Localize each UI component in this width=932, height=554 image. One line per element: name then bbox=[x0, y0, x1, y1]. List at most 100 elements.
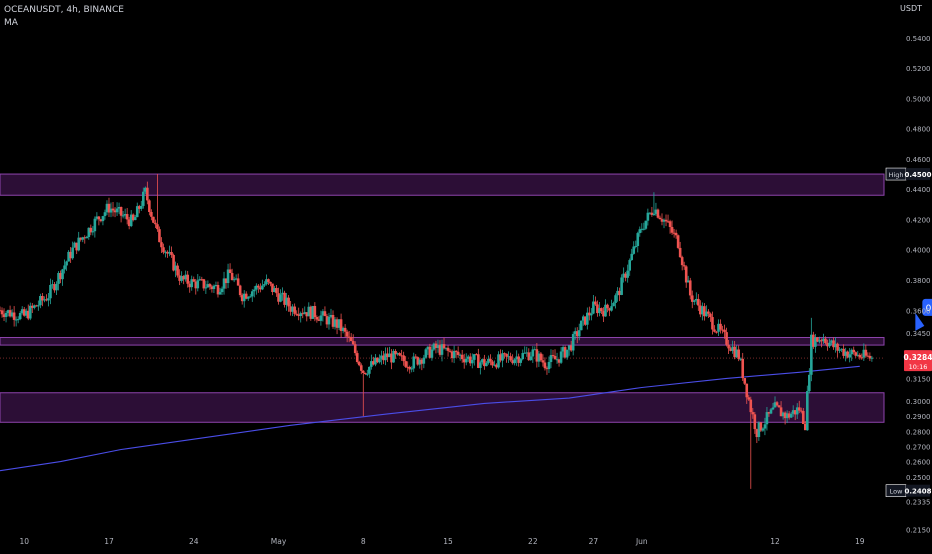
candle-body bbox=[117, 206, 121, 209]
candle-body bbox=[468, 356, 472, 364]
candle-body bbox=[529, 356, 533, 361]
candle-body bbox=[206, 284, 210, 288]
candle-body bbox=[188, 283, 192, 288]
candle-body bbox=[311, 306, 315, 319]
candle-body bbox=[35, 305, 38, 307]
candle-body bbox=[366, 373, 369, 375]
candle-body bbox=[618, 290, 621, 295]
candle-body bbox=[844, 351, 847, 356]
candle-body bbox=[810, 334, 813, 375]
candle-body bbox=[553, 356, 557, 360]
x-tick-label: 22 bbox=[528, 537, 538, 546]
candle-body bbox=[795, 407, 799, 415]
candle-body bbox=[307, 306, 311, 317]
candle-body bbox=[63, 265, 66, 270]
candle-body bbox=[404, 361, 407, 367]
x-tick-label: 17 bbox=[104, 537, 114, 546]
candle-body bbox=[446, 347, 450, 351]
indicator-label[interactable]: MA bbox=[4, 18, 18, 28]
candle-body bbox=[339, 319, 343, 331]
candle-body bbox=[523, 352, 527, 354]
candle-body bbox=[115, 208, 119, 213]
candle-body bbox=[793, 410, 797, 415]
candle-body bbox=[660, 219, 664, 222]
candle-body bbox=[525, 352, 529, 354]
candle-body bbox=[505, 353, 508, 357]
candle-body bbox=[164, 251, 167, 253]
current-price-label: 0.3284 bbox=[904, 353, 932, 362]
candle-body bbox=[686, 280, 690, 283]
candle-body bbox=[152, 216, 155, 223]
candle-body bbox=[0, 310, 2, 312]
candle-body bbox=[834, 343, 837, 348]
candle-body bbox=[487, 358, 490, 364]
y-tick-label: 0.3600 bbox=[906, 307, 931, 315]
candle-body bbox=[507, 356, 510, 358]
y-tick-label: 0.2700 bbox=[906, 443, 931, 451]
y-tick-label: 0.3150 bbox=[906, 375, 931, 383]
candle-body bbox=[511, 360, 514, 364]
candle-body bbox=[250, 291, 254, 297]
candle-body bbox=[182, 276, 185, 280]
candle-body bbox=[71, 247, 74, 259]
candle-body bbox=[65, 261, 68, 266]
candle-body bbox=[579, 320, 583, 331]
candle-body bbox=[301, 313, 305, 315]
candle-body bbox=[265, 279, 268, 285]
x-tick-label: 24 bbox=[189, 537, 199, 546]
candle-body bbox=[590, 313, 593, 316]
candle-body bbox=[61, 269, 64, 280]
candle-body bbox=[384, 353, 387, 361]
candle-body bbox=[424, 349, 428, 358]
candle-body bbox=[422, 357, 426, 364]
candle-body bbox=[858, 354, 862, 358]
x-tick-label: 15 bbox=[443, 537, 453, 546]
candle-body bbox=[184, 274, 187, 280]
candle-body bbox=[255, 285, 258, 290]
candle-body bbox=[166, 251, 169, 254]
candle-body bbox=[745, 383, 749, 398]
candle-body bbox=[0, 310, 4, 315]
candle-body bbox=[634, 246, 638, 248]
candle-body bbox=[55, 283, 58, 291]
candle-body bbox=[321, 311, 325, 316]
candle-body bbox=[606, 304, 609, 309]
candle-body bbox=[799, 410, 803, 412]
candle-body bbox=[789, 413, 793, 418]
candle-body bbox=[47, 298, 50, 301]
support-zone bbox=[0, 392, 885, 423]
candle-body bbox=[353, 344, 357, 354]
candle-body bbox=[555, 359, 559, 361]
candle-body bbox=[208, 284, 212, 287]
candle-body bbox=[846, 351, 849, 358]
candle-body bbox=[483, 359, 486, 367]
moving-average-line bbox=[0, 365, 860, 472]
x-tick-label: 19 bbox=[855, 537, 865, 546]
candle-body bbox=[852, 349, 856, 353]
candle-body bbox=[394, 350, 397, 355]
candle-body bbox=[646, 212, 650, 221]
candle-body bbox=[232, 279, 236, 281]
candle-body bbox=[378, 358, 381, 363]
candle-body bbox=[253, 289, 256, 292]
candle-body bbox=[664, 219, 668, 222]
candle-body bbox=[418, 359, 422, 365]
candle-body bbox=[257, 285, 260, 288]
candle-body bbox=[8, 310, 12, 317]
candle-body bbox=[866, 355, 870, 357]
candle-body bbox=[105, 203, 109, 213]
y-tick-label: 0.5200 bbox=[906, 65, 931, 73]
candle-body bbox=[81, 237, 85, 240]
candle-body bbox=[763, 424, 767, 429]
candle-body bbox=[818, 340, 821, 342]
candle-body bbox=[364, 372, 367, 374]
candle-body bbox=[870, 357, 874, 359]
candle-body bbox=[581, 316, 585, 321]
candle-body bbox=[697, 298, 700, 306]
candle-body bbox=[622, 273, 625, 278]
y-tick-label: 0.4200 bbox=[906, 216, 931, 224]
candle-body bbox=[640, 228, 644, 230]
candle-body bbox=[850, 349, 854, 355]
